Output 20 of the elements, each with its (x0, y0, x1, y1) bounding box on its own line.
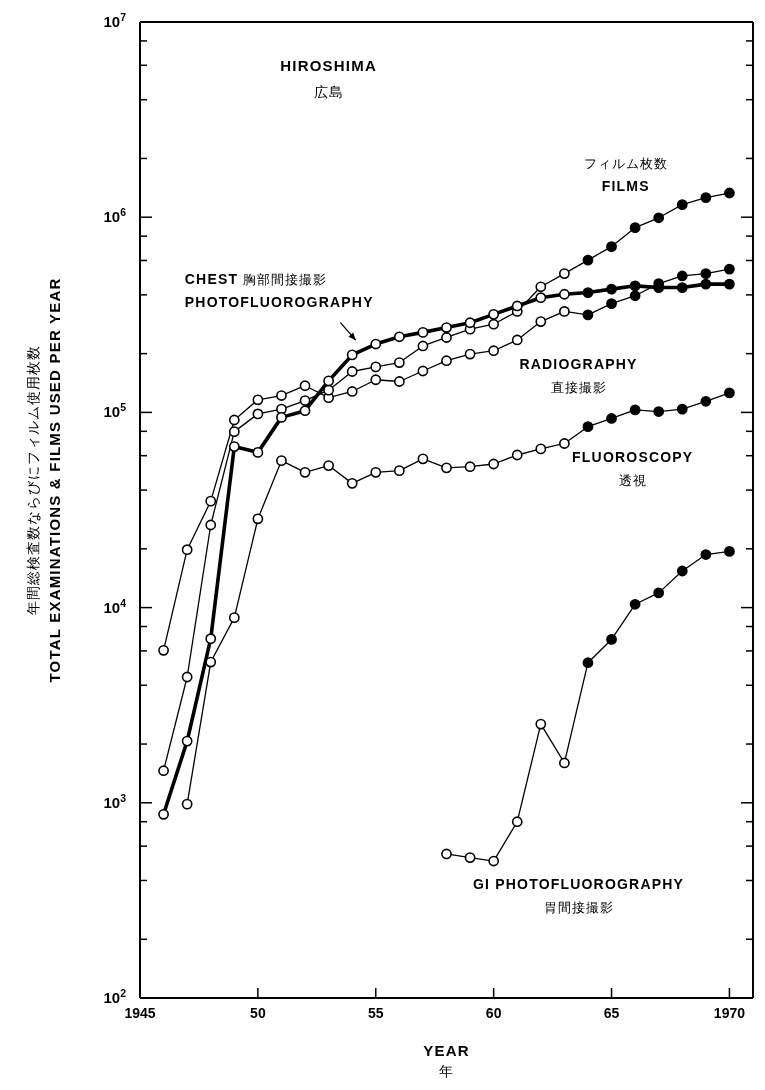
y-tick-label: 10$^{4}$ (103, 596, 127, 616)
series-label: GI PHOTOFLUOROGRAPHY 胃間接撮影 (472, 876, 685, 916)
x-tick-label: 60 (485, 1005, 502, 1021)
text: HIROSHIMA 広島 (280, 56, 377, 100)
x-tick-label: 55 (367, 1005, 384, 1021)
y-tick-label: 10$^{2}$ (103, 987, 127, 1006)
x-tick-label: 65 (603, 1005, 620, 1021)
text: CHEST 胸部間接撮影 PHOTOFLUOROGRAPHY (184, 270, 374, 310)
y-tick-label: 10$^{3}$ (103, 791, 127, 811)
x-tick-label: 1945 (124, 1005, 156, 1021)
x-axis-title: YEAR 年 (423, 1042, 470, 1079)
y-tick-label: 10$^{7}$ (103, 11, 127, 30)
series-label: RADIOGRAPHY 直接撮影 (519, 356, 638, 396)
x-tick-label: 1970 (713, 1005, 746, 1021)
x-tick-label: 50 (250, 1005, 266, 1021)
series-label: FLUOROSCOPY 透視 (572, 449, 694, 489)
y-tick-label: 10$^{6}$ (103, 206, 127, 226)
y-axis-title: 年間総検査数ならびにフィルム使用枚数 TOTAL EXAMINATIONS & FILMS USED PER YEAR (25, 277, 63, 683)
series-label: フィルム枚数 FILMS (583, 156, 668, 195)
y-tick-label: 10$^{5}$ (103, 401, 127, 421)
